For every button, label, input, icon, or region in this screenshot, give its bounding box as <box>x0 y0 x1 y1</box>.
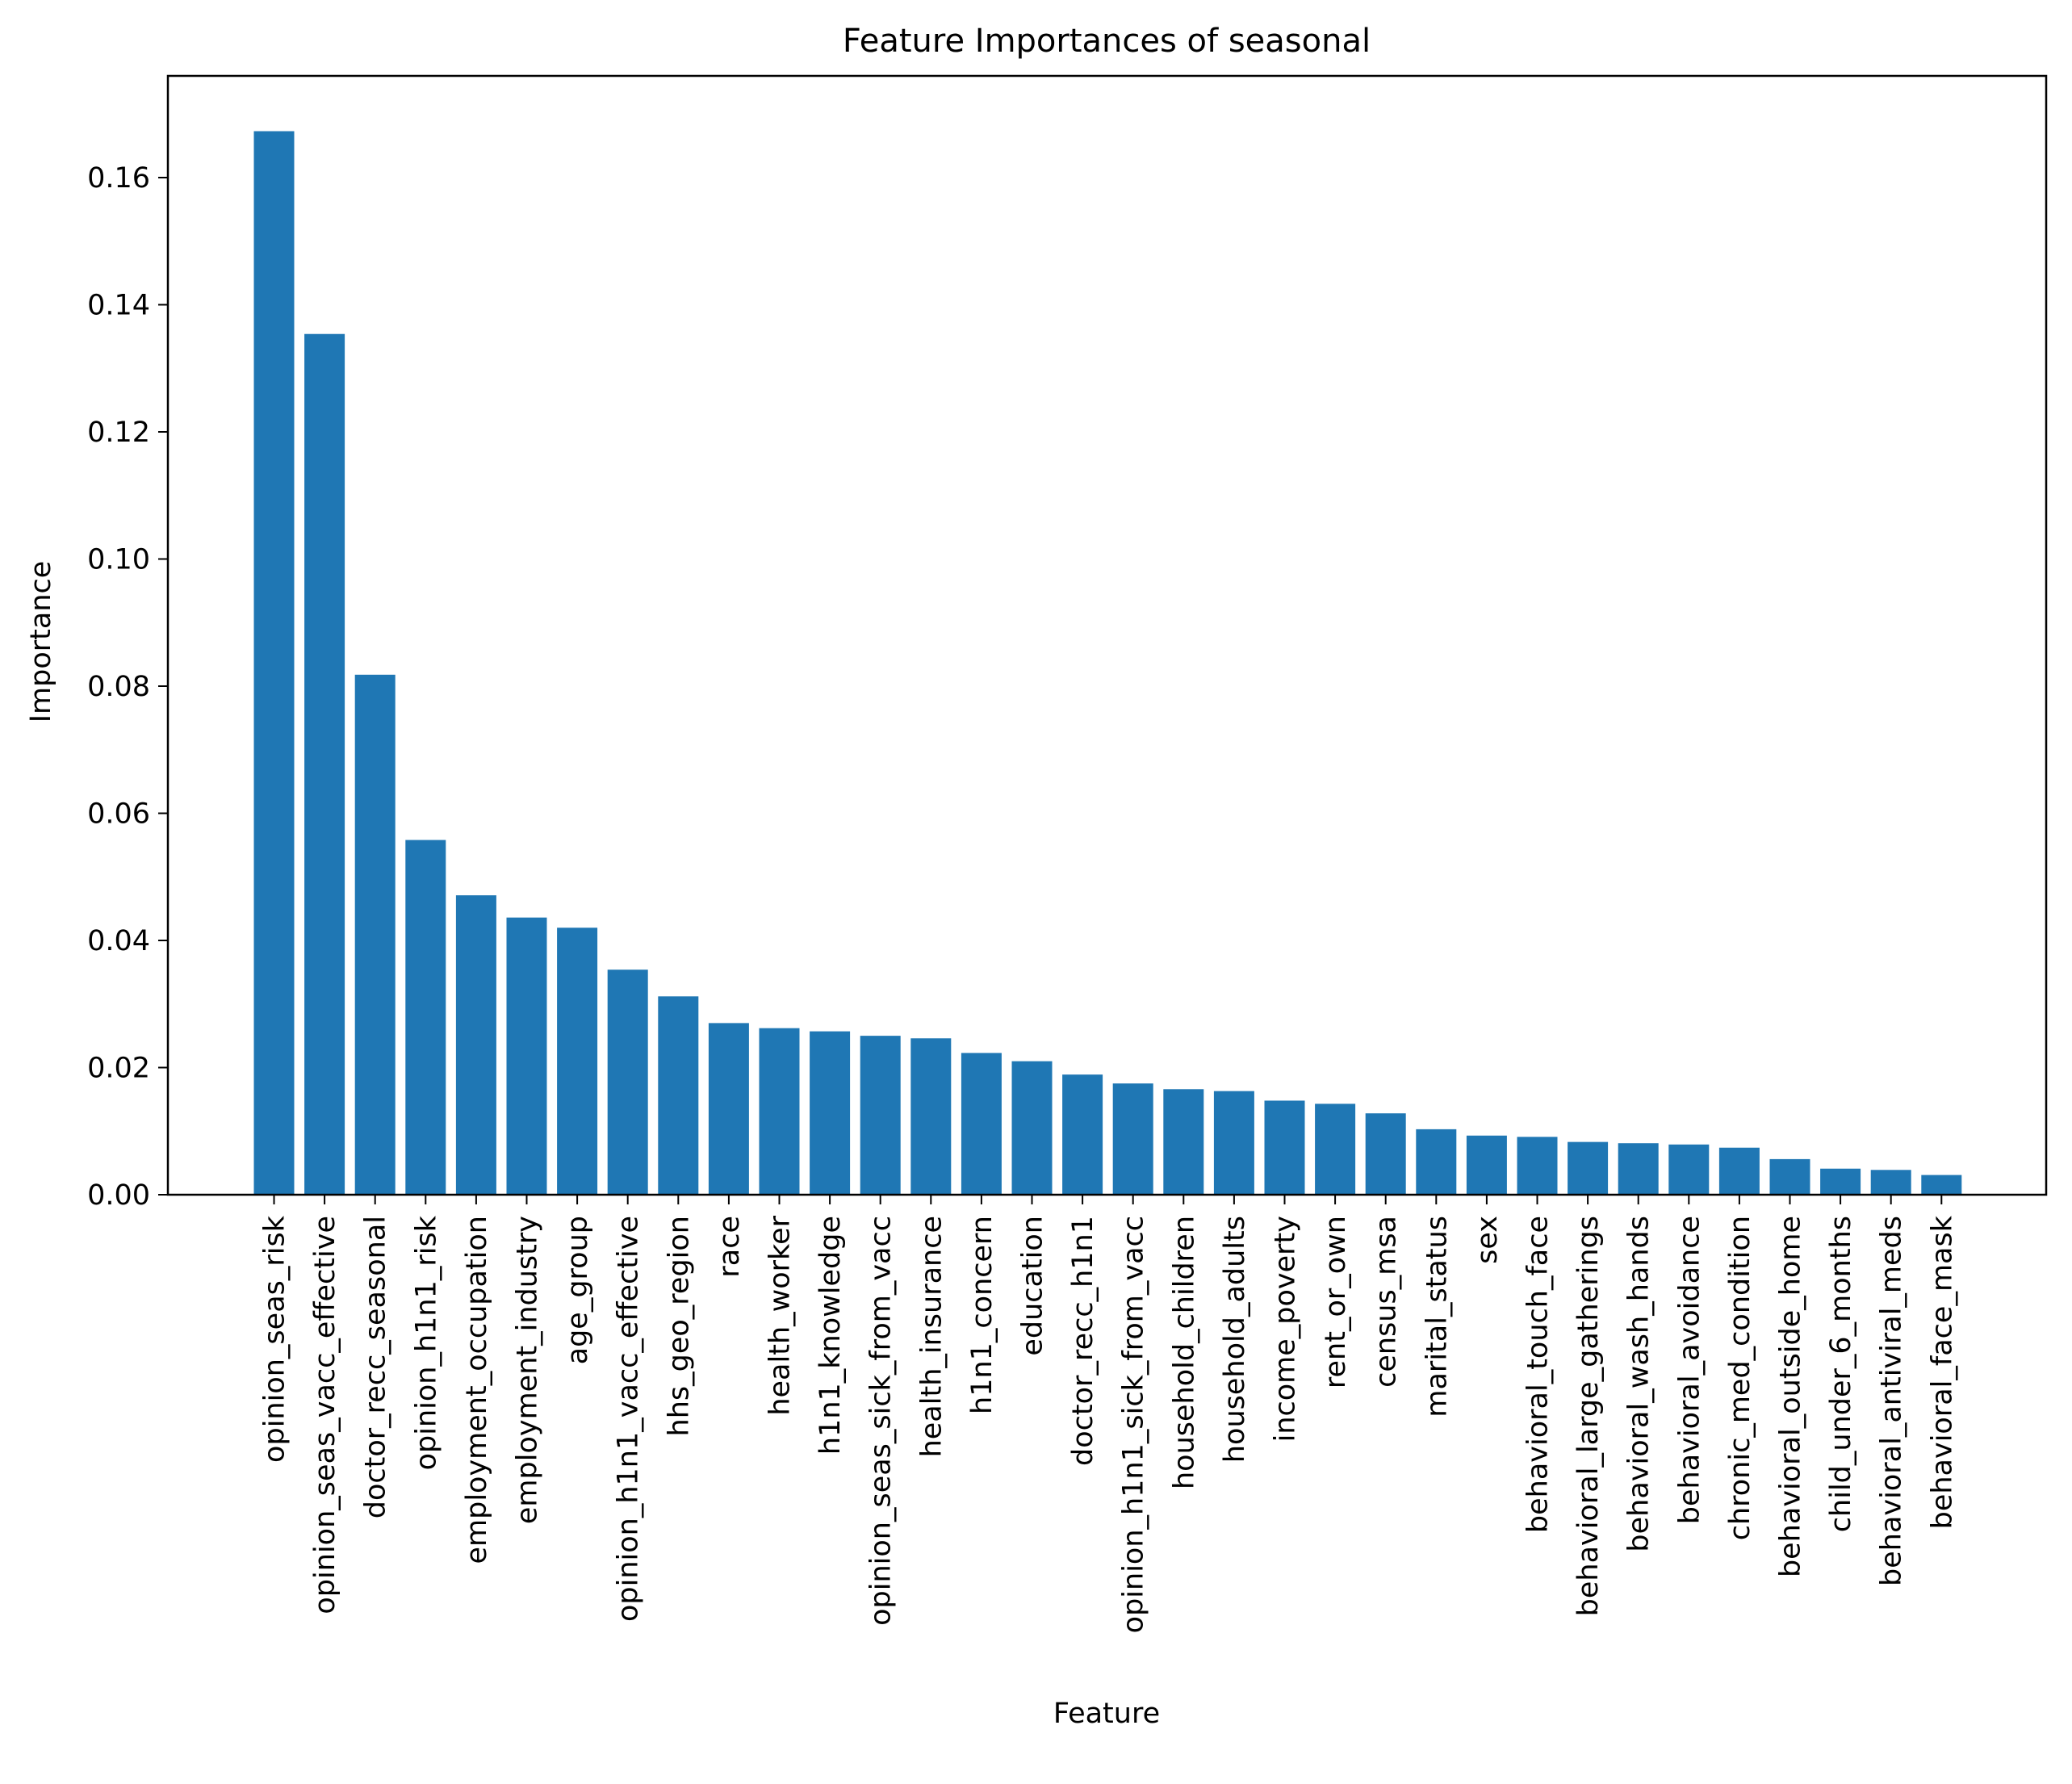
x-tick-label: h1n1_concern <box>966 1216 998 1414</box>
x-tick-label: opinion_seas_vacc_effective <box>309 1216 341 1614</box>
bar-employment_industry <box>506 917 547 1195</box>
x-axis-ticks: opinion_seas_risk opinion_seas_vacc_effec… <box>259 1195 1958 1633</box>
x-tick-label: health_insurance <box>915 1216 948 1457</box>
y-tick-label: 0.04 <box>87 925 150 957</box>
x-tick-label: census_msa <box>1371 1216 1403 1388</box>
bar-h1n1_knowledge <box>810 1031 851 1195</box>
x-tick-label: behavioral_avoidance <box>1673 1216 1706 1524</box>
x-tick-label: race <box>714 1216 746 1278</box>
bar-behavioral_outside_home <box>1769 1158 1810 1195</box>
y-axis-label: Importance <box>25 561 57 723</box>
bar-behavioral_large_gatherings <box>1568 1141 1609 1195</box>
bar-education <box>1011 1061 1053 1195</box>
bar-opinion_seas_sick_from_vacc <box>860 1036 901 1195</box>
y-tick-label: 0.10 <box>87 544 150 576</box>
bar-behavioral_wash_hands <box>1618 1143 1659 1195</box>
x-tick-label: behavioral_large_gatherings <box>1572 1216 1605 1616</box>
x-tick-label: household_children <box>1168 1216 1200 1489</box>
x-tick-label: age_group <box>562 1216 594 1364</box>
y-tick-label: 0.00 <box>87 1179 150 1212</box>
x-tick-label: health_worker <box>764 1215 797 1415</box>
x-tick-label: marital_status <box>1421 1216 1453 1418</box>
bar-behavioral_face_mask <box>1921 1175 1962 1195</box>
bar-opinion_h1n1_risk <box>405 840 446 1195</box>
x-tick-label: income_poverty <box>1270 1216 1302 1442</box>
bar-hhs_geo_region <box>658 996 699 1195</box>
y-tick-label: 0.08 <box>87 671 150 703</box>
x-tick-label: household_adults <box>1219 1216 1251 1463</box>
bar-doctor_recc_h1n1 <box>1062 1074 1103 1195</box>
chart-title: Feature Importances of seasonal <box>843 23 1371 60</box>
bar-behavioral_touch_face <box>1517 1137 1558 1195</box>
bar-opinion_seas_vacc_effective <box>304 333 345 1196</box>
x-tick-label: opinion_seas_sick_from_vacc <box>865 1216 898 1626</box>
bar-doctor_recc_seasonal <box>354 674 396 1195</box>
bar-employment_occupation <box>455 895 496 1195</box>
x-tick-label: rent_or_own <box>1320 1216 1352 1388</box>
x-tick-label: employment_occupation <box>461 1216 493 1564</box>
y-axis-ticks: 0.00 0.02 0.04 0.06 0.08 0.10 0.12 0.14 0.16 <box>87 162 168 1212</box>
bar-rent_or_own <box>1315 1103 1356 1195</box>
bar-age_group <box>557 928 598 1195</box>
bar-h1n1_concern <box>961 1053 1002 1195</box>
x-tick-label: behavioral_antiviral_meds <box>1876 1216 1908 1586</box>
y-tick-label: 0.06 <box>87 798 150 831</box>
y-tick-label: 0.02 <box>87 1053 150 1085</box>
x-tick-label: behavioral_face_mask <box>1926 1215 1958 1529</box>
bar-race <box>708 1023 749 1195</box>
bar-health_worker <box>759 1028 800 1195</box>
x-tick-label: doctor_recc_seasonal <box>360 1216 392 1518</box>
x-tick-label: opinion_h1n1_risk <box>410 1215 442 1470</box>
x-tick-label: behavioral_wash_hands <box>1623 1216 1656 1552</box>
plot-frame <box>166 74 2048 1196</box>
bar-marital_status <box>1416 1129 1457 1195</box>
bar-household_children <box>1163 1089 1204 1195</box>
x-tick-label: h1n1_knowledge <box>814 1216 847 1455</box>
bar-opinion_h1n1_sick_from_vacc <box>1112 1083 1153 1195</box>
bar-opinion_h1n1_vacc_effective <box>607 969 648 1195</box>
x-tick-label: behavioral_touch_face <box>1522 1216 1555 1533</box>
x-tick-label: hhs_geo_region <box>663 1216 695 1436</box>
y-tick-label: 0.14 <box>87 290 150 322</box>
bar-sex <box>1466 1135 1507 1195</box>
bar-health_insurance <box>910 1038 952 1195</box>
x-tick-label: employment_industry <box>512 1216 544 1524</box>
bar-behavioral_antiviral_meds <box>1870 1170 1911 1195</box>
bar-income_poverty <box>1264 1100 1305 1195</box>
x-tick-label: opinion_h1n1_vacc_effective <box>613 1216 645 1622</box>
bars-group <box>253 131 1962 1196</box>
x-tick-label: opinion_h1n1_sick_from_vacc <box>1118 1216 1150 1633</box>
bar-opinion_seas_risk <box>253 131 295 1196</box>
x-axis-label: Feature <box>1053 1698 1160 1730</box>
x-tick-label: child_under_6_months <box>1825 1216 1857 1532</box>
x-tick-label: chronic_med_condition <box>1724 1216 1756 1540</box>
bar-chronic_med_condition <box>1718 1147 1760 1195</box>
bar-behavioral_avoidance <box>1668 1144 1710 1195</box>
y-tick-label: 0.12 <box>87 417 150 449</box>
x-tick-label: behavioral_outside_home <box>1775 1216 1807 1577</box>
bar-census_msa <box>1365 1113 1406 1195</box>
x-tick-label: doctor_recc_h1n1 <box>1067 1216 1099 1466</box>
x-tick-label: education <box>1017 1216 1049 1356</box>
x-tick-label: opinion_seas_risk <box>259 1215 291 1463</box>
bar-household_adults <box>1213 1091 1254 1195</box>
x-tick-label: sex <box>1471 1216 1504 1264</box>
y-tick-label: 0.16 <box>87 162 150 195</box>
bar-child_under_6_months <box>1820 1168 1861 1195</box>
